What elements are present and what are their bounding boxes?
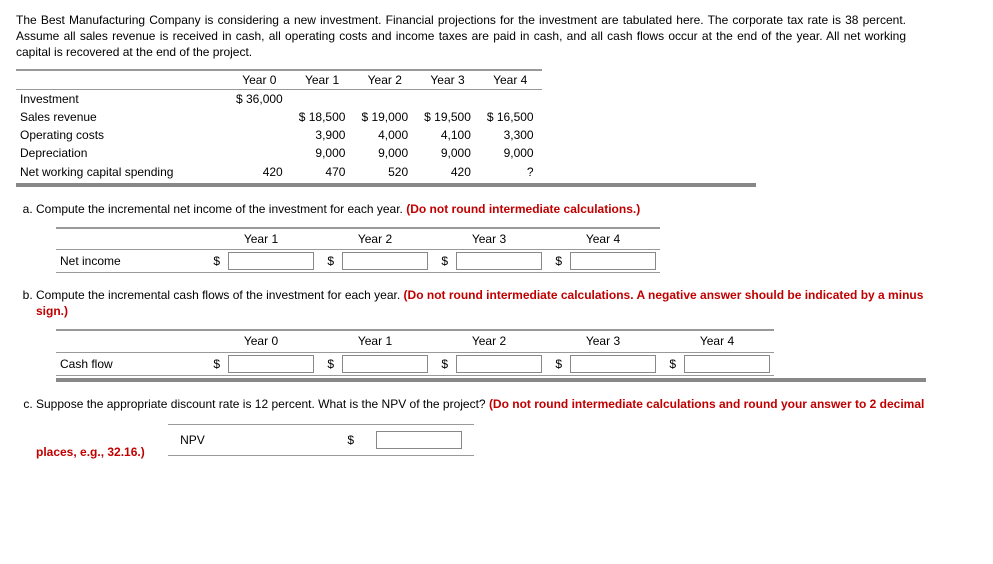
cash-flow-label: Cash flow <box>56 352 204 375</box>
cash-flow-y3-input[interactable] <box>570 355 656 373</box>
cell: ? <box>479 163 542 181</box>
cell: 9,000 <box>291 144 354 162</box>
npv-label: NPV <box>170 427 330 453</box>
part-a-note: (Do not round intermediate calculations.… <box>406 202 640 216</box>
col-year0: Year 0 <box>228 70 291 90</box>
net-income-table: Year 1 Year 2 Year 3 Year 4 Net income $… <box>56 227 660 273</box>
net-income-y3-input[interactable] <box>456 252 542 270</box>
cell: $ 19,500 <box>416 108 479 126</box>
cell: 420 <box>416 163 479 181</box>
cell: 9,000 <box>416 144 479 162</box>
problem-intro: The Best Manufacturing Company is consid… <box>16 12 906 61</box>
cell: 520 <box>353 163 416 181</box>
cell: 9,000 <box>353 144 416 162</box>
net-income-label: Net income <box>56 250 204 273</box>
cell: 9,000 <box>479 144 542 162</box>
col-year1: Year 1 <box>291 70 354 90</box>
net-income-y2-input[interactable] <box>342 252 428 270</box>
col-year3: Year 3 <box>416 70 479 90</box>
part-a: Compute the incremental net income of th… <box>36 201 926 273</box>
row-label: Net working capital spending <box>16 163 228 181</box>
projections-table: Year 0 Year 1 Year 2 Year 3 Year 4 Inves… <box>16 69 542 181</box>
part-b: Compute the incremental cash flows of th… <box>36 287 926 382</box>
cell: 3,900 <box>291 126 354 144</box>
cash-flow-y2-input[interactable] <box>456 355 542 373</box>
cash-flow-table: Year 0 Year 1 Year 2 Year 3 Year 4 Cash … <box>56 329 774 375</box>
cell <box>228 126 291 144</box>
cell <box>291 89 354 108</box>
row-label: Investment <box>16 89 228 108</box>
part-a-question: Compute the incremental net income of th… <box>36 202 406 216</box>
cash-flow-y1-input[interactable] <box>342 355 428 373</box>
col-year2: Year 2 <box>353 70 416 90</box>
divider <box>56 378 926 382</box>
net-income-y1-input[interactable] <box>228 252 314 270</box>
cell: $ 36,000 <box>228 89 291 108</box>
cell: $ 19,000 <box>353 108 416 126</box>
cell: 4,000 <box>353 126 416 144</box>
cell: 3,300 <box>479 126 542 144</box>
cell: $ 18,500 <box>291 108 354 126</box>
cash-flow-y0-input[interactable] <box>228 355 314 373</box>
col-year4: Year 4 <box>479 70 542 90</box>
cell: $ 16,500 <box>479 108 542 126</box>
part-b-question: Compute the incremental cash flows of th… <box>36 288 404 302</box>
cash-flow-y4-input[interactable] <box>684 355 770 373</box>
cell <box>228 144 291 162</box>
row-label: Depreciation <box>16 144 228 162</box>
npv-table: NPV $ <box>168 424 474 456</box>
part-c: Suppose the appropriate discount rate is… <box>36 396 926 460</box>
npv-input[interactable] <box>376 431 462 449</box>
cell: 470 <box>291 163 354 181</box>
cell <box>228 108 291 126</box>
cell <box>479 89 542 108</box>
part-c-question: Suppose the appropriate discount rate is… <box>36 397 489 411</box>
cell <box>416 89 479 108</box>
cell: 420 <box>228 163 291 181</box>
cell <box>353 89 416 108</box>
net-income-y4-input[interactable] <box>570 252 656 270</box>
table-divider <box>16 183 756 187</box>
row-label: Operating costs <box>16 126 228 144</box>
cell: 4,100 <box>416 126 479 144</box>
row-label: Sales revenue <box>16 108 228 126</box>
